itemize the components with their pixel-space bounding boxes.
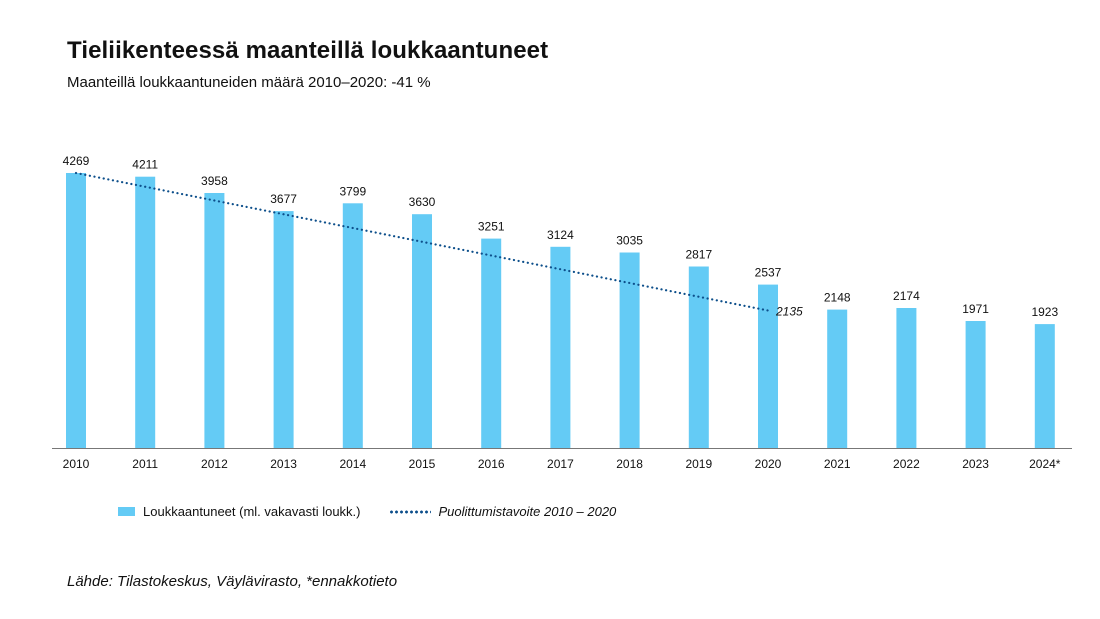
- x-tick-label-2013: 2013: [270, 457, 297, 471]
- legend-item-target: Puolittumistavoite 2010 – 2020: [361, 504, 617, 519]
- bar-2022: [896, 308, 917, 448]
- legend-item-bars: Loukkaantuneet (ml. vakavasti loukk.): [118, 504, 361, 519]
- data-label-2024*: 1923: [1031, 305, 1058, 319]
- trend-layer: 2135: [74, 171, 803, 319]
- data-label-2014: 3799: [339, 184, 366, 198]
- data-label-2011: 4211: [132, 158, 158, 172]
- bar-2016: [481, 238, 502, 448]
- x-tick-label-2018: 2018: [616, 457, 643, 471]
- legend: Loukkaantuneet (ml. vakavasti loukk.) Pu…: [118, 504, 616, 519]
- data-label-2019: 2817: [685, 248, 712, 262]
- bar-2024*: [1034, 324, 1055, 448]
- bar-2021: [827, 309, 848, 448]
- x-tick-label-2023: 2023: [962, 457, 989, 471]
- x-tick-label-2015: 2015: [409, 457, 436, 471]
- source-note: Lähde: Tilastokeskus, Väylävirasto, *enn…: [67, 573, 398, 590]
- x-tick-label-2010: 2010: [63, 457, 90, 471]
- bar-2019: [688, 266, 709, 448]
- x-tick-label-2021: 2021: [824, 457, 851, 471]
- x-tick-label-2024*: 2024*: [1029, 457, 1061, 471]
- x-tick-label-2012: 2012: [201, 457, 228, 471]
- bar-2020: [758, 284, 778, 448]
- x-tick-label-2019: 2019: [685, 457, 712, 471]
- data-label-2018: 3035: [616, 234, 643, 248]
- legend-dotted-line-icon: [388, 509, 431, 514]
- bar-2017: [550, 246, 571, 448]
- data-label-2021: 2148: [824, 291, 851, 305]
- data-label-2017: 3124: [547, 228, 574, 242]
- data-label-2016: 3251: [478, 220, 505, 234]
- data-label-2022: 2174: [893, 289, 920, 303]
- bar-2015: [412, 214, 432, 448]
- x-tick-label-2022: 2022: [893, 457, 920, 471]
- data-label-2020: 2537: [755, 266, 782, 280]
- target-trend-line: [74, 171, 770, 312]
- x-tick-label-2017: 2017: [547, 457, 574, 471]
- chart-subtitle: Maanteillä loukkaantuneiden määrä 2010–2…: [67, 74, 431, 91]
- bar-2012: [204, 193, 225, 448]
- bar-2011: [135, 176, 156, 448]
- data-label-2015: 3630: [409, 195, 436, 209]
- labels-layer: 4269 4211 3958 3677 3799 3630 3251 3124 3035 2817…: [63, 154, 1059, 319]
- bar-2013: [273, 211, 294, 448]
- legend-label-target: Puolittumistavoite 2010 – 2020: [438, 504, 617, 519]
- data-label-2023: 1971: [962, 302, 989, 316]
- legend-bar-swatch-icon: [118, 507, 135, 516]
- x-tick-label-2011: 2011: [132, 457, 158, 471]
- bar-2018: [619, 252, 640, 448]
- legend-label-bars: Loukkaantuneet (ml. vakavasti loukk.): [143, 504, 361, 519]
- x-tick-label-2016: 2016: [478, 457, 505, 471]
- ticks-layer: 2010 2011 2012 2013 2014 2015 2016 2017 2018 2019…: [63, 457, 1061, 471]
- x-tick-label-2014: 2014: [339, 457, 366, 471]
- data-label-2010: 4269: [63, 154, 90, 168]
- bar-2014: [342, 203, 363, 448]
- bars-layer: [66, 173, 1055, 448]
- x-tick-label-2020: 2020: [755, 457, 782, 471]
- data-label-2013: 3677: [270, 192, 297, 206]
- target-end-label: 2135: [775, 305, 803, 319]
- data-label-2012: 3958: [201, 174, 228, 188]
- chart-title: Tieliikenteessä maanteillä loukkaantunee…: [67, 37, 549, 64]
- bar-2010: [66, 173, 86, 448]
- bar-2023: [965, 321, 986, 448]
